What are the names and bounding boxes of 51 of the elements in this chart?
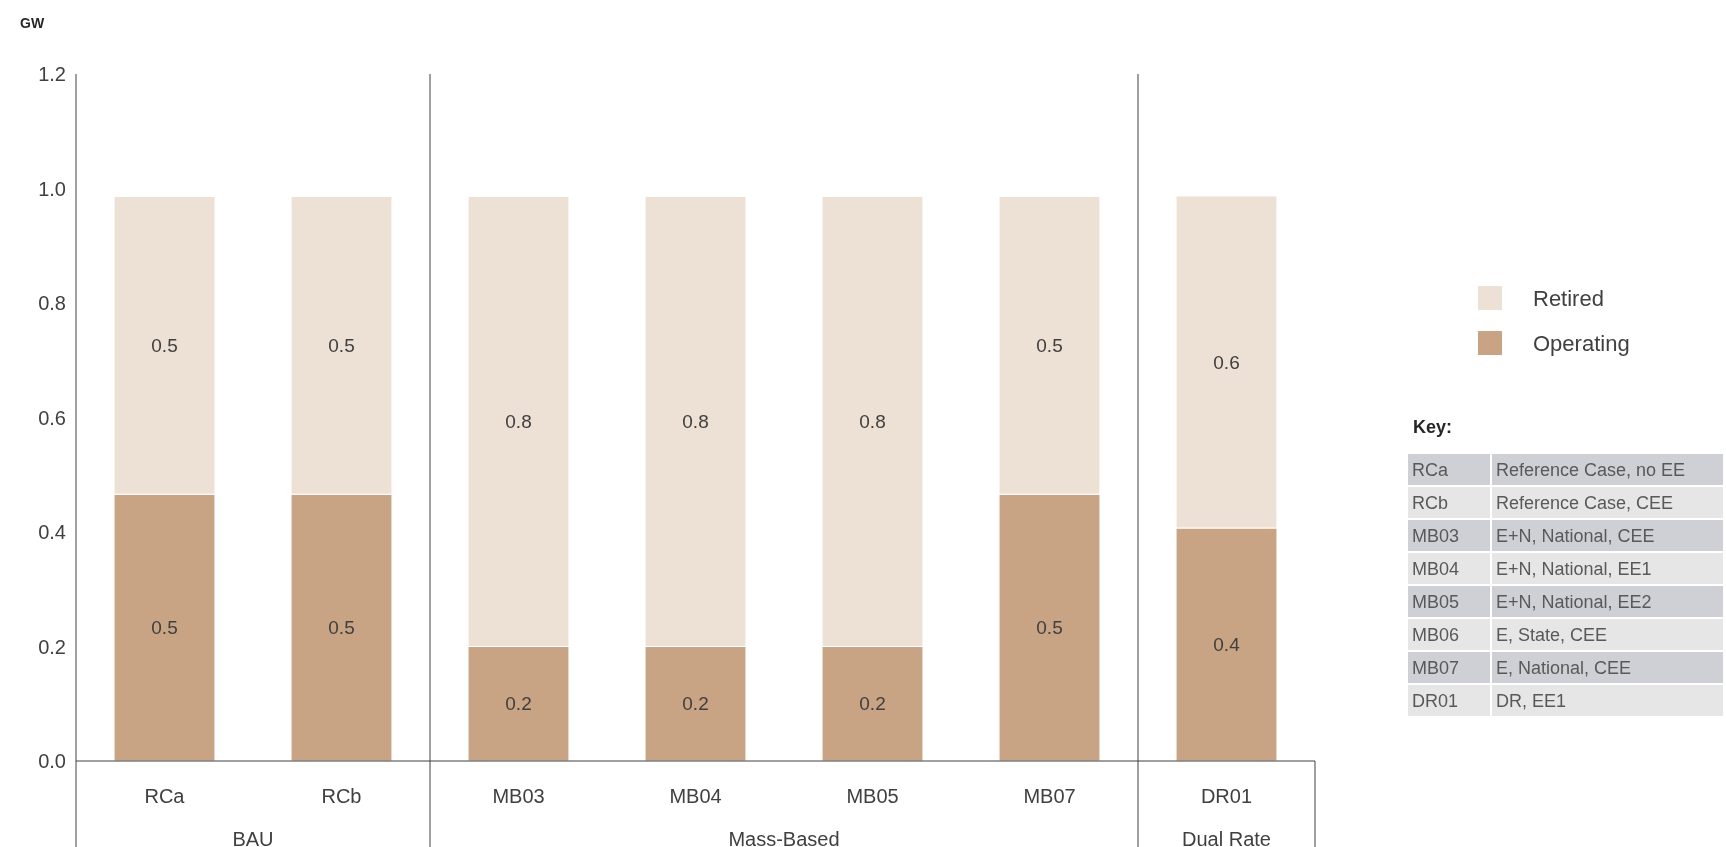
x-tick-label: MB04	[669, 785, 722, 807]
x-tick-label: MB07	[1023, 785, 1076, 807]
text: BAU	[232, 828, 274, 847]
x-tick-label: MB05	[846, 785, 899, 807]
text: MB05	[1412, 592, 1460, 613]
y-tick-label: 1.0	[38, 177, 66, 200]
x-tick-label: MB03	[492, 785, 545, 807]
y-tick-label: 0.4	[38, 521, 66, 543]
data-label: 0.2	[505, 693, 532, 715]
text: Dual Rate	[1182, 828, 1271, 847]
y-tick-label: 0.8	[38, 292, 66, 314]
data-label: 0.5	[1036, 335, 1063, 357]
text: Mass-Based	[728, 828, 840, 847]
data-label: 0.5	[151, 617, 178, 639]
legend-label: Operating	[1533, 330, 1630, 356]
x-tick-label: RCb	[321, 785, 362, 807]
data-label: 0.2	[682, 693, 709, 715]
text: E+N, National, EE1	[1496, 559, 1652, 580]
text: Key:	[1413, 417, 1453, 437]
text: Reference Case, no EE	[1496, 460, 1686, 481]
text: MB03	[1412, 526, 1460, 547]
y-tick-label: 0.0	[38, 750, 66, 772]
data-label: 0.5	[328, 617, 355, 639]
text: E+N, National, CEE	[1496, 526, 1655, 547]
data-label: 0.4	[1213, 634, 1241, 656]
data-label: 0.5	[151, 335, 178, 357]
data-label: 0.6	[1213, 351, 1240, 373]
y-axis-title: GW	[20, 15, 45, 31]
x-tick-label: RCa	[144, 785, 186, 807]
legend-label: Retired	[1533, 285, 1604, 311]
text: MB04	[1412, 559, 1460, 580]
text: MB06	[1412, 625, 1460, 646]
text: MB07	[1412, 658, 1460, 679]
data-label: 0.5	[1036, 617, 1063, 639]
data-label: 0.8	[859, 411, 886, 433]
text: E+N, National, EE2	[1496, 592, 1652, 613]
text: DR01	[1412, 691, 1459, 712]
text: RCb	[1412, 493, 1449, 514]
data-label: 0.5	[328, 335, 355, 357]
text: E, State, CEE	[1496, 625, 1608, 646]
y-tick-label: 0.6	[38, 406, 66, 429]
data-label: 0.8	[682, 411, 709, 433]
text: E, National, CEE	[1496, 658, 1632, 679]
text: Reference Case, CEE	[1496, 493, 1674, 514]
y-tick-label: 0.2	[38, 635, 66, 658]
text: DR, EE1	[1496, 691, 1567, 712]
data-label: 0.8	[505, 411, 532, 433]
data-label: 0.2	[859, 693, 886, 715]
y-tick-label: 1.2	[38, 63, 66, 85]
text: RCa	[1412, 460, 1449, 481]
x-tick-label: DR01	[1200, 785, 1253, 807]
